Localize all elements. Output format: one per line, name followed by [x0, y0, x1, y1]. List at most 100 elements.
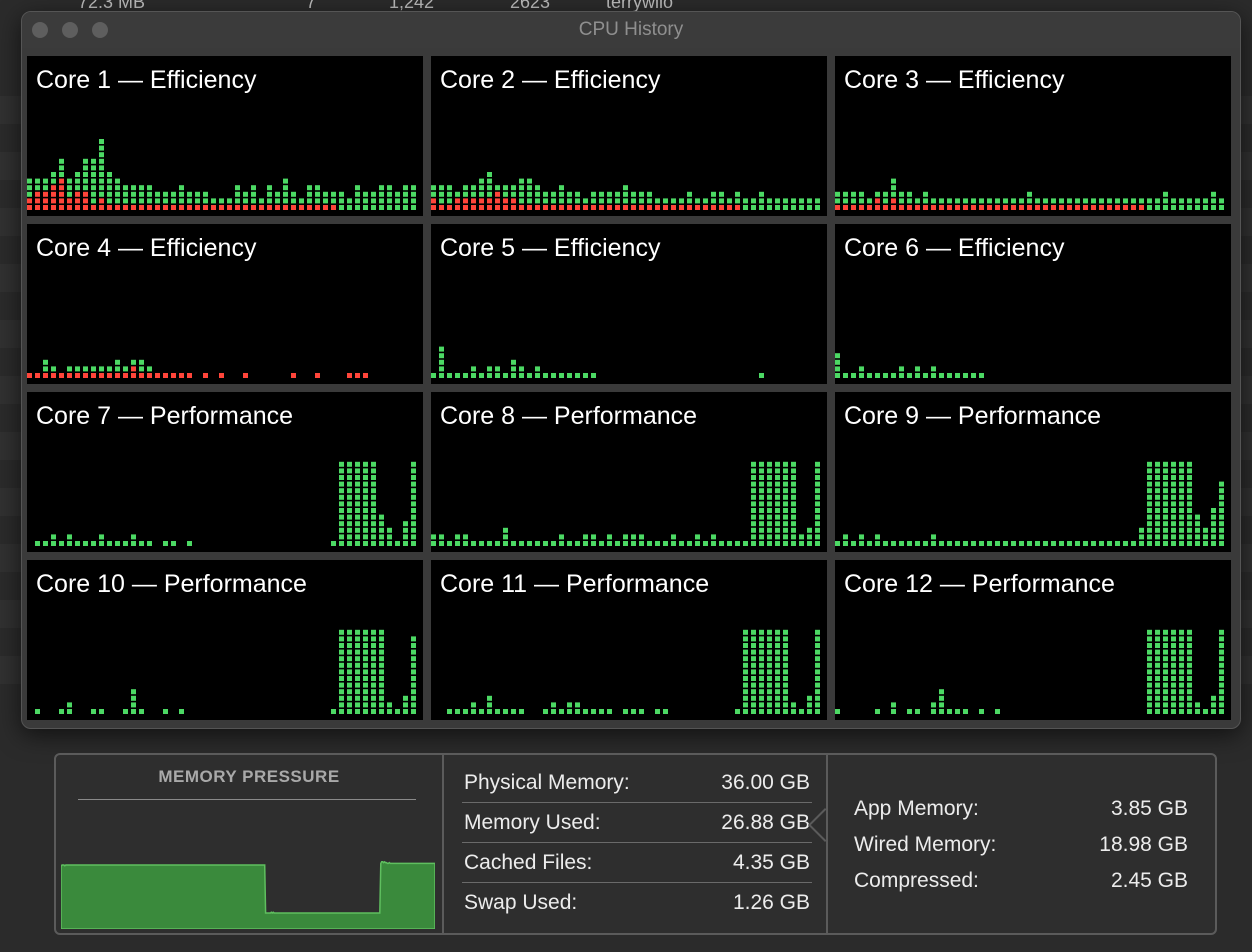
user-usage-cell: [51, 172, 56, 177]
user-usage-cell: [963, 373, 968, 378]
user-usage-cell: [915, 366, 920, 372]
core-panel-6: Core 6 — Efficiency: [835, 224, 1231, 384]
user-usage-cell: [83, 158, 88, 164]
user-usage-cell: [139, 185, 144, 191]
user-usage-cell: [1147, 709, 1152, 714]
usage-bar: [331, 541, 336, 546]
user-usage-cell: [751, 501, 756, 507]
user-usage-cell: [759, 527, 764, 533]
user-usage-cell: [1035, 541, 1040, 546]
core-history-graph: [835, 629, 1224, 714]
usage-bar: [759, 461, 764, 546]
minimize-button[interactable]: [62, 22, 78, 38]
user-usage-cell: [163, 709, 168, 714]
user-usage-cell: [1147, 702, 1152, 708]
user-usage-cell: [599, 541, 604, 546]
user-usage-cell: [783, 468, 788, 474]
user-usage-cell: [1147, 481, 1152, 487]
stat-label: Compressed:: [854, 869, 979, 892]
user-usage-cell: [339, 676, 344, 681]
user-usage-cell: [1115, 541, 1120, 546]
user-usage-cell: [783, 636, 788, 642]
user-usage-cell: [1219, 501, 1224, 507]
user-usage-cell: [1163, 649, 1168, 655]
user-usage-cell: [679, 198, 684, 204]
usage-bar: [67, 366, 72, 378]
core-panel-9: Core 9 — Performance: [835, 392, 1231, 552]
usage-bar: [759, 629, 764, 714]
title-bar[interactable]: CPU History: [22, 12, 1240, 48]
user-usage-cell: [371, 662, 376, 668]
usage-bar: [339, 191, 344, 210]
usage-bar: [875, 373, 880, 378]
user-usage-cell: [1147, 662, 1152, 668]
user-usage-cell: [907, 198, 912, 204]
usage-bar: [91, 541, 96, 546]
user-usage-cell: [767, 702, 772, 708]
user-usage-cell: [123, 541, 128, 546]
user-usage-cell: [775, 508, 780, 513]
user-usage-cell: [411, 508, 416, 513]
user-usage-cell: [1163, 636, 1168, 642]
user-usage-cell: [355, 702, 360, 708]
user-usage-cell: [403, 185, 408, 191]
user-usage-cell: [503, 534, 508, 540]
usage-bar: [947, 709, 952, 714]
user-usage-cell: [355, 205, 360, 210]
memory-used-row: Memory Used: 26.88 GB: [464, 803, 810, 841]
system-usage-cell: [355, 373, 360, 378]
user-usage-cell: [43, 185, 48, 191]
user-usage-cell: [75, 366, 80, 372]
user-usage-cell: [591, 541, 596, 546]
user-usage-cell: [463, 191, 468, 197]
usage-bar: [543, 191, 548, 210]
system-usage-cell: [131, 373, 136, 378]
user-usage-cell: [503, 709, 508, 714]
user-usage-cell: [743, 656, 748, 662]
system-usage-cell: [59, 185, 64, 191]
system-usage-cell: [67, 205, 72, 210]
user-usage-cell: [163, 541, 168, 546]
user-usage-cell: [783, 541, 788, 546]
system-usage-cell: [171, 373, 176, 378]
system-usage-cell: [655, 205, 660, 210]
divider: [462, 842, 812, 843]
user-usage-cell: [759, 494, 764, 500]
user-usage-cell: [347, 643, 352, 648]
user-usage-cell: [411, 636, 416, 642]
user-usage-cell: [1059, 541, 1064, 546]
user-usage-cell: [107, 191, 112, 197]
user-usage-cell: [1171, 689, 1176, 695]
usage-bar: [495, 709, 500, 714]
user-usage-cell: [431, 191, 436, 197]
user-usage-cell: [1179, 494, 1184, 500]
usage-bar: [987, 198, 992, 210]
user-usage-cell: [631, 534, 636, 540]
user-usage-cell: [1179, 198, 1184, 204]
user-usage-cell: [1187, 514, 1192, 520]
system-usage-cell: [947, 205, 952, 210]
usage-bar: [963, 709, 968, 714]
user-usage-cell: [431, 541, 436, 546]
user-usage-cell: [267, 198, 272, 204]
user-usage-cell: [1187, 709, 1192, 714]
user-usage-cell: [719, 198, 724, 204]
user-usage-cell: [1147, 468, 1152, 474]
system-usage-cell: [123, 373, 128, 378]
user-usage-cell: [835, 373, 840, 378]
zoom-button[interactable]: [92, 22, 108, 38]
user-usage-cell: [503, 541, 508, 546]
user-usage-cell: [815, 669, 820, 675]
close-button[interactable]: [32, 22, 48, 38]
usage-bar: [463, 534, 468, 546]
usage-bar: [123, 366, 128, 378]
user-usage-cell: [815, 527, 820, 533]
user-usage-cell: [67, 178, 72, 184]
usage-bar: [1003, 198, 1008, 210]
user-usage-cell: [783, 656, 788, 662]
user-usage-cell: [379, 662, 384, 668]
usage-bar: [883, 373, 888, 378]
usage-bar: [687, 541, 692, 546]
stat-value: 2.45 GB: [1110, 869, 1188, 892]
user-usage-cell: [759, 475, 764, 480]
